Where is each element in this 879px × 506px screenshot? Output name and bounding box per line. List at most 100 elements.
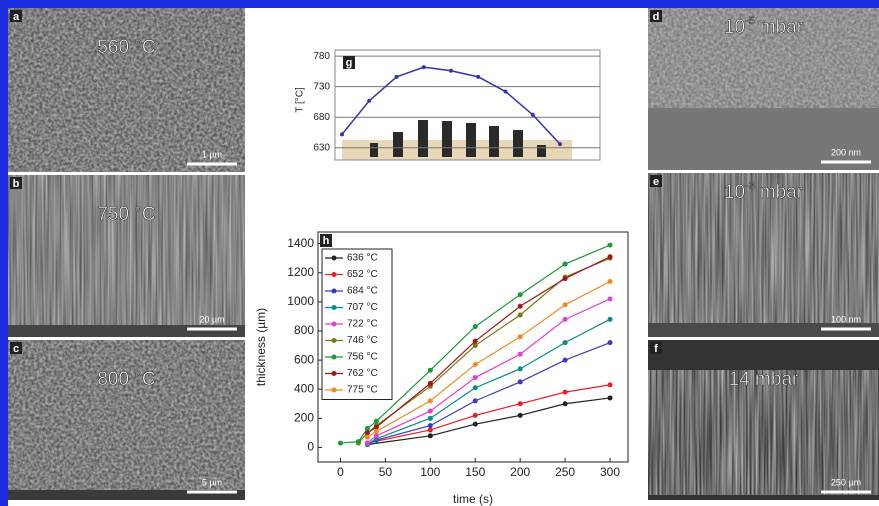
panel-title: 10-3 mbar bbox=[724, 180, 804, 203]
point bbox=[607, 254, 613, 260]
point bbox=[472, 324, 478, 330]
point bbox=[530, 112, 535, 117]
point bbox=[472, 338, 478, 344]
legend-marker bbox=[331, 371, 337, 376]
legend-marker bbox=[331, 321, 337, 327]
point bbox=[355, 439, 361, 445]
x-tick-label: 250 bbox=[555, 465, 575, 479]
panel-letter: h bbox=[323, 235, 330, 247]
y-tick-label: 1200 bbox=[287, 265, 314, 279]
legend-marker bbox=[331, 288, 337, 294]
point bbox=[517, 351, 523, 357]
legend-marker bbox=[331, 255, 337, 261]
x-tick-label: 300 bbox=[600, 465, 620, 479]
series-line bbox=[367, 384, 611, 444]
point bbox=[427, 433, 433, 439]
point bbox=[449, 68, 453, 73]
point bbox=[427, 408, 433, 414]
point bbox=[517, 312, 523, 318]
point bbox=[472, 421, 478, 427]
x-tick-label: 50 bbox=[379, 465, 393, 479]
y-tick-label: 800 bbox=[294, 323, 314, 337]
point bbox=[562, 316, 568, 322]
x-tick-label: 200 bbox=[510, 465, 530, 479]
pressure-exp: -5 bbox=[745, 15, 755, 27]
y-tick-label: 730 bbox=[313, 81, 330, 92]
point bbox=[472, 361, 478, 367]
legend-label: 722 °C bbox=[347, 319, 378, 330]
point bbox=[607, 278, 613, 284]
panel-letter: a bbox=[13, 11, 20, 23]
y-tick-label: 0 bbox=[307, 440, 314, 454]
y-tick-label: 630 bbox=[313, 142, 330, 153]
point bbox=[607, 340, 613, 346]
legend-label: 684 °C bbox=[347, 286, 378, 297]
panel-title: 10-5 mbar bbox=[724, 15, 804, 38]
point bbox=[562, 401, 568, 407]
letter-box bbox=[10, 10, 22, 22]
letter-box bbox=[650, 10, 662, 22]
pressure-unit: mbar bbox=[760, 182, 804, 203]
point bbox=[517, 412, 523, 418]
point bbox=[562, 261, 568, 267]
legend-label: 636 °C bbox=[347, 253, 378, 264]
pressure-unit: mbar bbox=[760, 17, 804, 38]
point bbox=[427, 398, 433, 404]
scale-label: 5 µm bbox=[202, 477, 222, 487]
point bbox=[472, 343, 478, 349]
point bbox=[558, 142, 562, 147]
point bbox=[364, 434, 370, 440]
point bbox=[373, 433, 379, 439]
point bbox=[427, 380, 433, 386]
scale-label: 1 µm bbox=[202, 149, 222, 159]
point bbox=[421, 65, 426, 70]
plot-area bbox=[334, 49, 601, 161]
legend-marker bbox=[331, 305, 337, 310]
point bbox=[517, 292, 523, 298]
point bbox=[607, 395, 613, 401]
legend-label: 746 °C bbox=[347, 335, 378, 346]
point bbox=[373, 428, 379, 434]
point bbox=[472, 385, 478, 391]
panel-title: 750 °C bbox=[97, 204, 155, 225]
plot-area bbox=[317, 231, 629, 463]
point bbox=[427, 427, 433, 433]
point bbox=[472, 398, 478, 404]
scale-label: 20 µm bbox=[199, 314, 224, 324]
sem-images bbox=[8, 8, 879, 500]
legend-label: 707 °C bbox=[347, 302, 378, 313]
point bbox=[394, 74, 399, 79]
charts: 630 680 730 780 T [°C] g 0 50 100 150 200 250 300 0 20… bbox=[254, 49, 629, 506]
point bbox=[517, 334, 523, 340]
y-tick-label: 400 bbox=[294, 381, 314, 395]
legend-marker bbox=[331, 272, 337, 277]
point bbox=[607, 316, 613, 322]
point bbox=[427, 415, 433, 421]
panel-letter: b bbox=[13, 178, 20, 190]
legend-marker bbox=[331, 387, 337, 393]
panel-letter: f bbox=[654, 343, 658, 355]
point bbox=[517, 303, 523, 309]
point bbox=[607, 382, 613, 388]
point bbox=[517, 401, 523, 407]
y-tick-label: 1000 bbox=[287, 294, 314, 308]
point bbox=[367, 98, 372, 103]
point bbox=[562, 340, 568, 346]
panel-letter: e bbox=[653, 176, 659, 188]
series-line bbox=[367, 397, 611, 446]
pressure-exp: -3 bbox=[745, 180, 755, 192]
point bbox=[373, 418, 379, 424]
letter-box bbox=[650, 175, 662, 187]
pressure-base: 10 bbox=[724, 17, 745, 38]
point bbox=[517, 366, 523, 372]
point bbox=[503, 89, 508, 94]
legend-label: 652 °C bbox=[347, 269, 378, 280]
letter-box bbox=[10, 342, 22, 354]
x-tick-label: 100 bbox=[420, 465, 440, 479]
letter-box bbox=[320, 234, 332, 247]
point bbox=[364, 440, 370, 446]
y-tick-label: 680 bbox=[313, 112, 330, 123]
legend-label: 762 °C bbox=[347, 368, 378, 379]
